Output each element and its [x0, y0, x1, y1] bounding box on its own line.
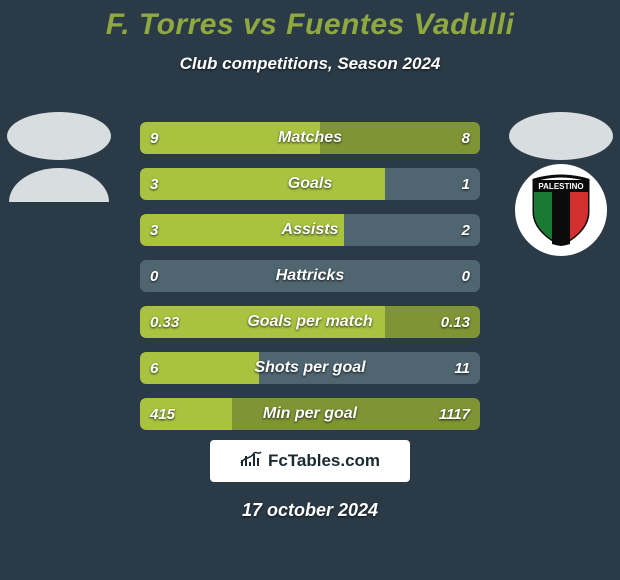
stat-value-right: 1117 — [439, 398, 470, 430]
stat-label: Goals per match — [140, 306, 480, 338]
stat-value-left: 3 — [150, 214, 158, 246]
avatar-head-icon — [7, 112, 111, 160]
stat-value-right: 1 — [462, 168, 470, 200]
stat-value-right: 11 — [454, 352, 470, 384]
comparison-card: F. Torres vs Fuentes Vadulli Club compet… — [0, 0, 620, 580]
stat-label: Min per goal — [140, 398, 480, 430]
stat-value-left: 415 — [150, 398, 175, 430]
stat-value-right: 0 — [462, 260, 470, 292]
stat-bars: Matches98Goals31Assists32Hattricks00Goal… — [140, 122, 480, 444]
avatar-head-icon — [509, 112, 613, 160]
footer-logo: FcTables.com — [210, 440, 410, 482]
stat-row: Shots per goal6 11 — [140, 352, 480, 384]
page-title: F. Torres vs Fuentes Vadulli — [0, 0, 620, 42]
stat-value-left: 9 — [150, 122, 158, 154]
player-left-avatar — [4, 112, 114, 202]
stat-label: Hattricks — [140, 260, 480, 292]
badge-text: PALESTINO — [538, 182, 583, 191]
stat-value-left: 0.33 — [150, 306, 179, 338]
stat-row: Matches9 8 — [140, 122, 480, 154]
shield-icon: PALESTINO — [530, 174, 592, 246]
stat-value-left: 6 — [150, 352, 158, 384]
footer-date: 17 october 2024 — [0, 500, 620, 521]
player-right-avatar: PALESTINO — [506, 112, 616, 256]
stat-row: Assists3 2 — [140, 214, 480, 246]
stat-value-right: 2 — [462, 214, 470, 246]
page-subtitle: Club competitions, Season 2024 — [0, 54, 620, 74]
stat-label: Assists — [140, 214, 480, 246]
footer-logo-text: FcTables.com — [268, 451, 380, 471]
stat-value-left: 3 — [150, 168, 158, 200]
club-badge: PALESTINO — [515, 164, 607, 256]
stat-value-right: 8 — [462, 122, 470, 154]
stat-value-left: 0 — [150, 260, 158, 292]
stat-row: Hattricks0 0 — [140, 260, 480, 292]
stat-label: Goals — [140, 168, 480, 200]
stat-value-right: 0.13 — [441, 306, 470, 338]
stat-label: Matches — [140, 122, 480, 154]
logo-chart-icon — [240, 450, 262, 473]
avatar-body-icon — [9, 168, 109, 202]
stat-row: Min per goal415 1117 — [140, 398, 480, 430]
stat-row: Goals3 1 — [140, 168, 480, 200]
stat-row: Goals per match0.33 0.13 — [140, 306, 480, 338]
stat-label: Shots per goal — [140, 352, 480, 384]
